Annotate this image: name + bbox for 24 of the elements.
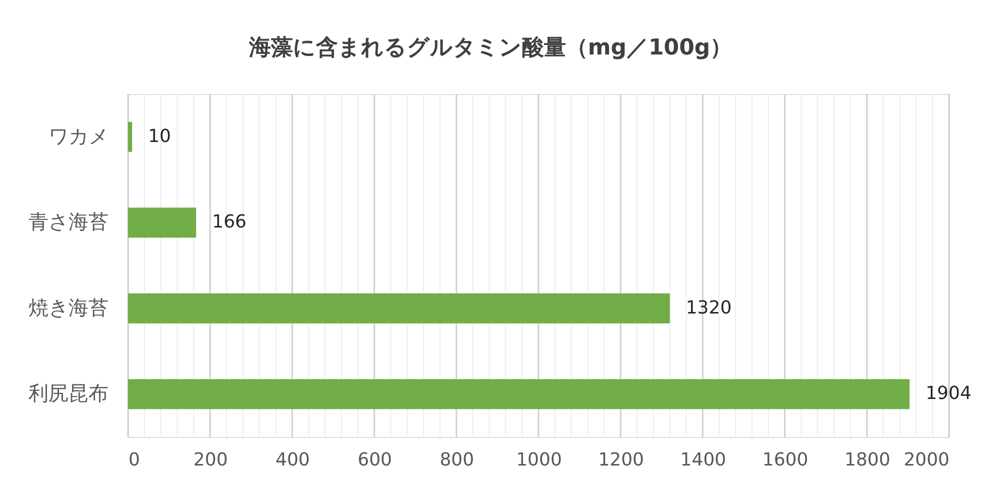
- x-tick-label: 800: [440, 450, 474, 470]
- x-tick-label: 200: [193, 450, 228, 470]
- x-tick-label: 1800: [844, 450, 890, 470]
- y-tick-label: 青さ海苔: [28, 210, 108, 234]
- x-tick-label: 0: [128, 450, 140, 470]
- data-label: 166: [212, 212, 246, 233]
- x-tick-label: 600: [358, 450, 392, 470]
- bar: [128, 379, 910, 410]
- data-label: 10: [148, 126, 172, 147]
- data-label: 1904: [926, 383, 972, 404]
- x-tick-label: 400: [276, 450, 310, 470]
- x-tick-label: 2000: [904, 450, 950, 470]
- x-tick-label: 1200: [598, 450, 644, 470]
- x-tick-label: 1000: [516, 450, 562, 470]
- x-tick-label: 1400: [680, 450, 726, 470]
- bar: [128, 122, 132, 152]
- x-tick-label: 1600: [762, 450, 808, 470]
- bar: [128, 293, 670, 324]
- y-tick-label: 利尻昆布: [28, 381, 108, 406]
- y-tick-label: ワカメ: [48, 124, 108, 148]
- y-tick-label: 焼き海苔: [28, 295, 108, 320]
- chart-title: 海藻に含まれるグルタミン酸量（mg／100g）: [248, 35, 732, 60]
- bar: [128, 208, 196, 238]
- data-label: 1320: [686, 297, 732, 318]
